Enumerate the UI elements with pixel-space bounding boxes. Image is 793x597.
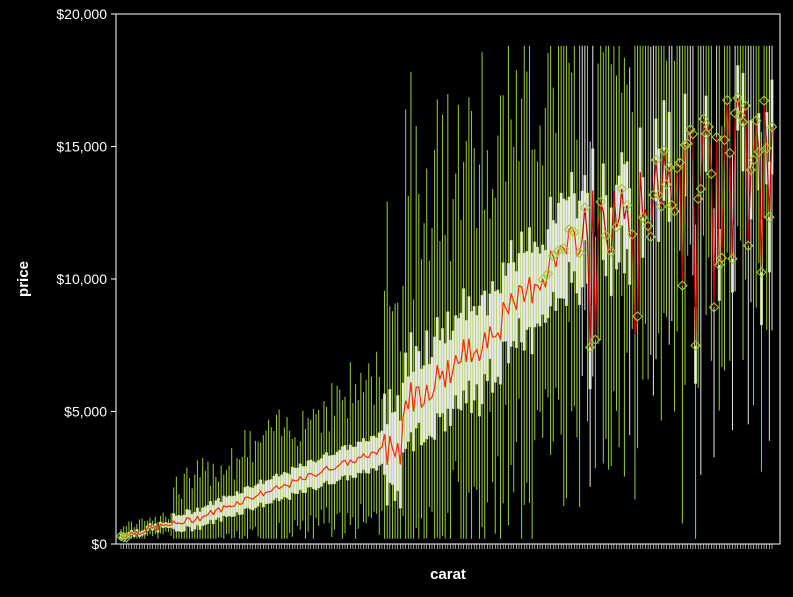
mean-marker (600, 230, 612, 241)
mean-marker (590, 334, 601, 346)
mean-marker (690, 340, 701, 351)
mean-marker (721, 94, 733, 106)
y-axis-label: price (15, 261, 32, 297)
mean-marker (574, 247, 585, 259)
mean-marker (698, 113, 709, 125)
mean-line-sparse (581, 97, 773, 348)
mean-marker (611, 221, 622, 233)
mean-marker (658, 145, 670, 156)
mean-marker (714, 259, 725, 271)
mean-marker (650, 154, 662, 166)
y-tick-label: $0 (91, 536, 107, 552)
mean-marker (716, 252, 728, 264)
mean-marker (677, 280, 688, 291)
mean-marker (537, 274, 548, 285)
mean-marker (740, 100, 751, 111)
x-axis-label: carat (430, 566, 466, 583)
mean-marker (563, 224, 575, 235)
mean-marker (748, 154, 759, 166)
mean-marker (711, 131, 722, 143)
mean-marker (724, 147, 736, 159)
mean-marker (692, 193, 704, 205)
mean-marker (700, 128, 712, 139)
mean-marker (637, 212, 649, 223)
mean-marker (674, 157, 686, 168)
mean-marker (605, 246, 617, 258)
mean-line (120, 226, 583, 539)
mean-marker (682, 138, 693, 149)
mean-marker (579, 202, 591, 213)
mean-marker (632, 311, 643, 322)
mean-marker (584, 342, 596, 353)
mean-marker (595, 196, 606, 208)
mean-marker (642, 220, 654, 232)
mean-marker (558, 243, 570, 254)
mean-marker (761, 142, 773, 154)
mean-marker (706, 168, 717, 180)
mean-marker (729, 107, 741, 119)
mean-marker (750, 115, 762, 126)
mean-marker (719, 134, 730, 146)
mean-marker (743, 240, 754, 252)
mean-marker (547, 250, 559, 262)
mean-marker (758, 95, 770, 106)
y-tick-label: $15,000 (56, 139, 107, 155)
mean-marker (685, 124, 696, 135)
mean-marker (661, 179, 672, 190)
mean-marker (663, 161, 675, 173)
mean-marker (703, 121, 715, 133)
mean-marker (653, 189, 664, 201)
mean-marker (753, 146, 765, 158)
mean-marker (764, 211, 775, 223)
mean-marker (569, 227, 580, 238)
mean-marker (745, 164, 757, 176)
mean-marker (756, 266, 767, 278)
mean-marker (118, 531, 129, 543)
y-axis: $0 $5,000 $10,000 $15,000 $20,000 (56, 6, 116, 552)
mean-marker (553, 245, 564, 256)
mean-marker (766, 121, 778, 133)
y-tick-label: $5,000 (64, 404, 107, 420)
mean-marker (669, 206, 680, 217)
mean-marker (695, 183, 707, 195)
mean-marker (679, 139, 691, 151)
y-tick-label: $20,000 (56, 6, 107, 22)
mean-marker (621, 199, 633, 211)
mean-marker (687, 128, 699, 140)
mean-marker (645, 231, 657, 243)
mean-marker (542, 268, 554, 280)
mean-marker (708, 302, 720, 313)
y-tick-label: $10,000 (56, 271, 107, 287)
mean-marker (627, 228, 638, 240)
mean-layer (115, 92, 778, 543)
mean-marker (120, 532, 132, 543)
mean-marker (727, 253, 738, 265)
mean-marker (616, 183, 628, 195)
mean-marker (737, 116, 749, 128)
x-ticks (120, 544, 773, 549)
mean-marker (656, 201, 667, 212)
mean-marker (732, 92, 744, 104)
